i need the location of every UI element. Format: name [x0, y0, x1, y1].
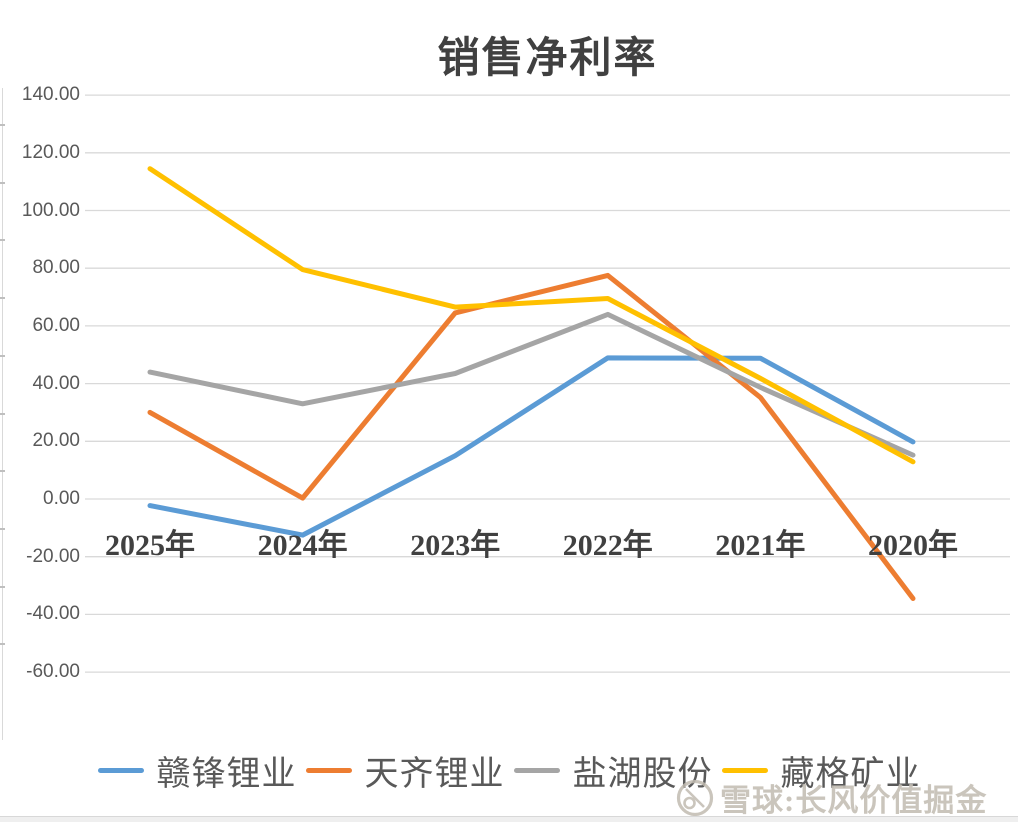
y-axis-tick-label: 0.00	[43, 488, 80, 509]
y-axis-tick-label: -60.00	[26, 661, 80, 683]
y-axis-tick-label: -20.00	[26, 545, 80, 567]
x-axis-tick-label: 2025年	[105, 529, 195, 562]
x-axis-tick-label: 2021年	[715, 529, 806, 562]
axis-minor-tick	[0, 412, 5, 415]
series-line-3[interactable]	[147, 166, 916, 465]
axis-minor-tick	[0, 527, 5, 530]
x-axis-tick-label: 2022年	[562, 529, 653, 562]
legend-label: 赣锋锂业	[156, 756, 297, 793]
y-axis-tick-label: 120.00	[21, 141, 80, 163]
legend-item-0[interactable]: 赣锋锂业	[97, 746, 297, 795]
axis-minor-tick	[0, 297, 5, 300]
x-axis-tick-label: 2024年	[257, 529, 348, 562]
y-axis-tick-label: -40.00	[26, 603, 80, 625]
axis-minor-tick	[0, 124, 5, 126]
legend-item-2[interactable]: 盐湖股份	[513, 746, 713, 795]
series-line-1[interactable]	[147, 272, 916, 601]
series-line-2[interactable]	[147, 311, 916, 458]
y-axis-tick-label: 100.00	[21, 199, 80, 221]
chart-title: 销售净利率	[437, 36, 658, 82]
y-axis-tick-label: 140.00	[21, 84, 80, 106]
legend-swatch-icon	[513, 768, 560, 773]
legend-label: 天齐锂业	[364, 756, 505, 793]
legend-item-3[interactable]: 藏格矿业	[721, 746, 921, 795]
series-line-0[interactable]	[147, 355, 916, 538]
legend-swatch-icon	[305, 768, 352, 773]
axis-minor-tick	[0, 585, 5, 588]
legend-swatch-icon	[97, 768, 144, 773]
x-axis-tick-label: 2023年	[410, 529, 501, 562]
y-axis-tick-label: 40.00	[32, 372, 80, 394]
legend-item-1[interactable]: 天齐锂业	[305, 746, 505, 795]
y-axis-tick-label: 80.00	[32, 257, 80, 279]
axis-minor-tick	[0, 181, 5, 184]
legend-label: 盐湖股份	[572, 756, 713, 793]
axis-minor-tick	[0, 354, 5, 357]
axis-minor-tick	[0, 239, 5, 242]
axis-minor-tick	[0, 470, 5, 473]
x-axis-tick-label: 2020年	[868, 529, 958, 562]
bottom-border-strip	[0, 816, 1018, 822]
legend-label: 藏格矿业	[780, 756, 921, 793]
y-axis-tick-label: 20.00	[32, 430, 80, 452]
y-axis-tick-label: 60.00	[32, 314, 80, 336]
axis-minor-tick	[0, 643, 5, 646]
legend: 赣锋锂业 天齐锂业 盐湖股份 藏格矿业	[0, 746, 1018, 795]
legend-swatch-icon	[721, 768, 768, 773]
